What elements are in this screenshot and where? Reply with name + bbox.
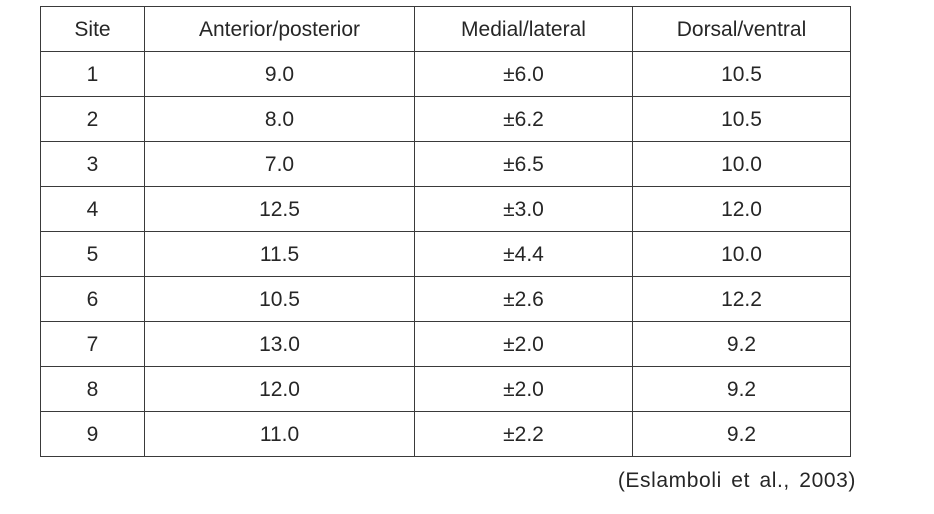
cell-dv: 9.2 — [633, 412, 851, 457]
cell-site: 7 — [41, 322, 145, 367]
cell-site: 9 — [41, 412, 145, 457]
cell-site: 8 — [41, 367, 145, 412]
col-header-medial-lateral: Medial/lateral — [415, 7, 633, 52]
col-header-anterior-posterior: Anterior/posterior — [145, 7, 415, 52]
cell-ap: 11.5 — [145, 232, 415, 277]
cell-site: 5 — [41, 232, 145, 277]
table-header-row: Site Anterior/posterior Medial/lateral D… — [41, 7, 851, 52]
col-header-dorsal-ventral: Dorsal/ventral — [633, 7, 851, 52]
cell-ml: ±2.6 — [415, 277, 633, 322]
cell-ap: 13.0 — [145, 322, 415, 367]
cell-dv: 9.2 — [633, 367, 851, 412]
table-row: 6 10.5 ±2.6 12.2 — [41, 277, 851, 322]
table-row: 1 9.0 ±6.0 10.5 — [41, 52, 851, 97]
coordinates-table: Site Anterior/posterior Medial/lateral D… — [40, 6, 851, 457]
cell-ap: 8.0 — [145, 97, 415, 142]
table-row: 3 7.0 ±6.5 10.0 — [41, 142, 851, 187]
table-row: 2 8.0 ±6.2 10.5 — [41, 97, 851, 142]
cell-ap: 9.0 — [145, 52, 415, 97]
cell-ap: 12.5 — [145, 187, 415, 232]
cell-ap: 11.0 — [145, 412, 415, 457]
cell-dv: 9.2 — [633, 322, 851, 367]
cell-ml: ±6.2 — [415, 97, 633, 142]
cell-ml: ±2.0 — [415, 367, 633, 412]
cell-dv: 10.5 — [633, 97, 851, 142]
cell-ml: ±4.4 — [415, 232, 633, 277]
cell-ml: ±6.0 — [415, 52, 633, 97]
cell-site: 2 — [41, 97, 145, 142]
cell-ml: ±2.2 — [415, 412, 633, 457]
col-header-site: Site — [41, 7, 145, 52]
cell-ap: 12.0 — [145, 367, 415, 412]
cell-ml: ±3.0 — [415, 187, 633, 232]
cell-dv: 10.5 — [633, 52, 851, 97]
cell-ap: 7.0 — [145, 142, 415, 187]
table-row: 7 13.0 ±2.0 9.2 — [41, 322, 851, 367]
cell-dv: 10.0 — [633, 142, 851, 187]
table-row: 8 12.0 ±2.0 9.2 — [41, 367, 851, 412]
citation-text: (Eslamboli et al., 2003) — [0, 469, 934, 493]
table-row: 5 11.5 ±4.4 10.0 — [41, 232, 851, 277]
cell-ml: ±2.0 — [415, 322, 633, 367]
cell-dv: 12.2 — [633, 277, 851, 322]
cell-ap: 10.5 — [145, 277, 415, 322]
cell-dv: 12.0 — [633, 187, 851, 232]
cell-site: 6 — [41, 277, 145, 322]
table-row: 4 12.5 ±3.0 12.0 — [41, 187, 851, 232]
cell-site: 3 — [41, 142, 145, 187]
page-root: Site Anterior/posterior Medial/lateral D… — [0, 0, 934, 514]
cell-site: 4 — [41, 187, 145, 232]
cell-ml: ±6.5 — [415, 142, 633, 187]
cell-site: 1 — [41, 52, 145, 97]
table-row: 9 11.0 ±2.2 9.2 — [41, 412, 851, 457]
cell-dv: 10.0 — [633, 232, 851, 277]
